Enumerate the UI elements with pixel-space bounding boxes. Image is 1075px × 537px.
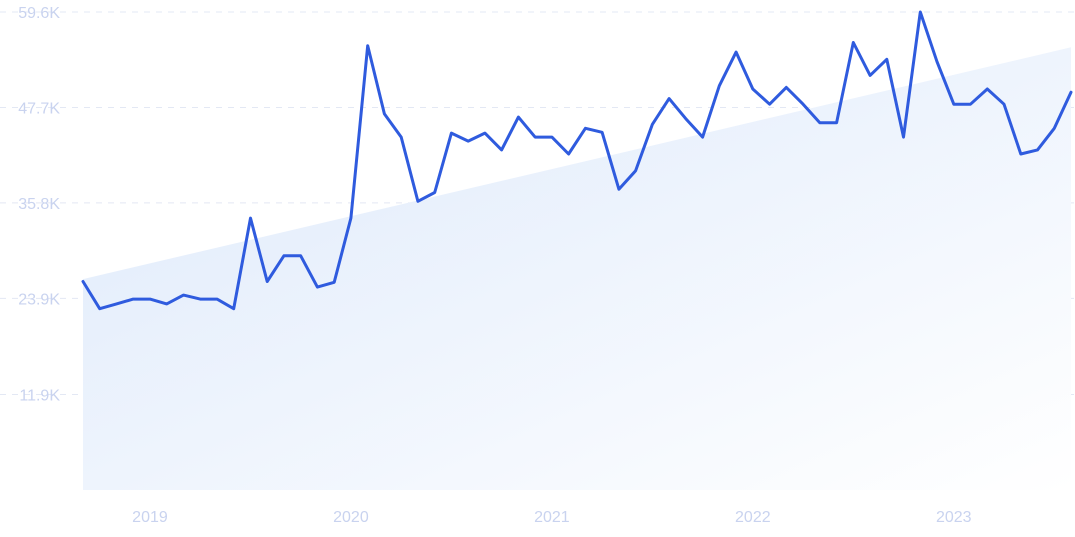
x-tick-label-0: 2019 — [132, 509, 168, 526]
x-tick-label-3: 2022 — [735, 509, 771, 526]
y-tick-label-2: 35.8K — [18, 196, 60, 213]
y-tick-label-3: 47.7K — [18, 100, 60, 117]
y-tick-label-4: 59.6K — [18, 5, 60, 22]
series-line — [81, 10, 1073, 311]
x-tick-label-2: 2021 — [534, 509, 570, 526]
trend-area — [83, 47, 1071, 491]
y-tick-label-1: 23.9K — [18, 291, 60, 308]
x-tick-label-1: 2020 — [333, 509, 369, 526]
x-tick-label-4: 2023 — [936, 509, 972, 526]
y-tick-label-0: 11.9K — [19, 388, 60, 405]
